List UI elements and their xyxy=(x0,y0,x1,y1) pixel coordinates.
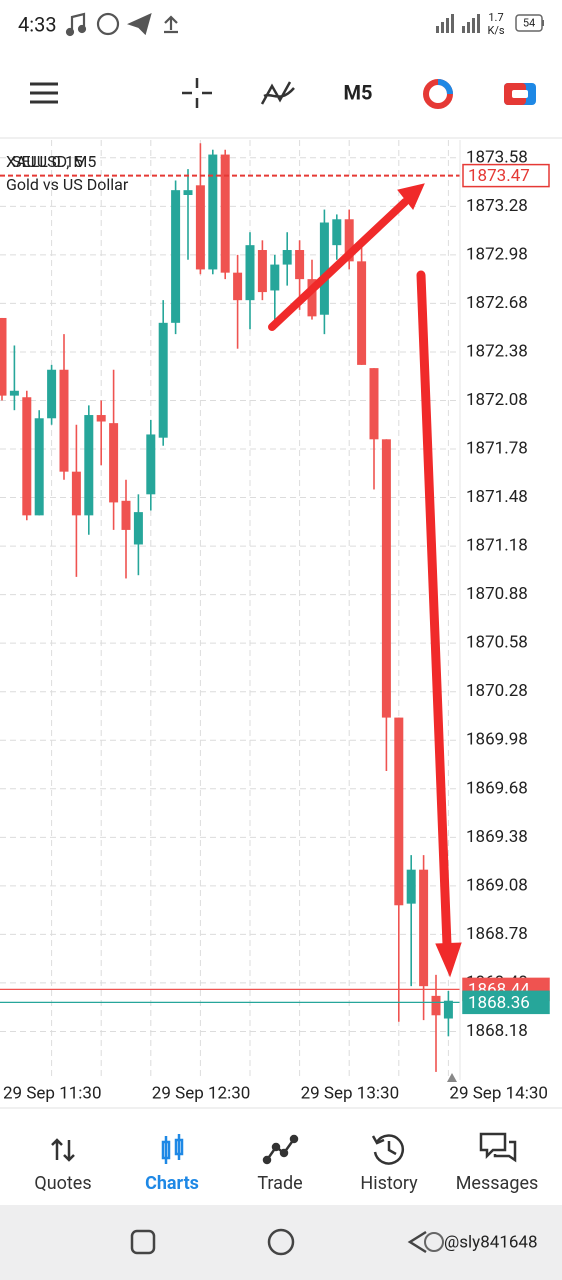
y-tick-label: 1869.98 xyxy=(466,730,528,750)
candle-body xyxy=(357,261,367,365)
chart-symbol: XAUUSD, M5 xyxy=(6,152,96,171)
net-speed-unit: K/s xyxy=(487,24,504,37)
y-tick-label: 1868.78 xyxy=(466,924,528,944)
candle-body xyxy=(419,869,429,987)
candle-body xyxy=(121,500,131,530)
candle-body xyxy=(183,190,193,196)
price-label-box xyxy=(462,163,550,188)
candle-body xyxy=(109,423,119,503)
candle-body xyxy=(381,439,391,718)
y-tick-label: 1872.68 xyxy=(466,293,528,313)
candle-body xyxy=(282,250,292,265)
candle-body xyxy=(171,190,181,323)
candle-body xyxy=(84,415,94,516)
price-label: 1873.47 xyxy=(468,166,530,186)
candle-body xyxy=(71,471,81,516)
menu-button[interactable] xyxy=(30,82,58,104)
candle-body xyxy=(96,415,106,422)
nav-icons xyxy=(51,1132,517,1165)
chart-description: Gold vs US Dollar xyxy=(6,175,129,194)
y-tick-label: 1870.88 xyxy=(466,584,528,604)
nav-item[interactable]: History xyxy=(360,1173,418,1194)
nav-item[interactable]: Charts xyxy=(145,1173,199,1194)
candle-body xyxy=(257,250,267,293)
y-tick-label: 1873.58 xyxy=(466,147,528,167)
y-tick-label: 1872.08 xyxy=(466,390,528,410)
crosshair-button[interactable] xyxy=(182,78,212,108)
x-tick-label: 29 Sep 14:30 xyxy=(449,1083,548,1103)
candle-body xyxy=(233,272,243,301)
candle-body xyxy=(406,869,416,904)
annotation-arrows xyxy=(268,183,462,978)
candle-body xyxy=(270,264,280,291)
watermark: @sly841648 xyxy=(444,1232,538,1252)
y-tick-label: 1871.78 xyxy=(466,439,528,459)
candle-body xyxy=(307,279,317,317)
price-label: 1868.36 xyxy=(468,993,530,1013)
back-button[interactable] xyxy=(407,1230,427,1254)
candle-body xyxy=(22,397,32,516)
candle-body xyxy=(34,418,44,516)
nav-item[interactable]: Messages xyxy=(456,1173,539,1194)
candle-body xyxy=(146,434,156,495)
system-nav xyxy=(0,1205,562,1280)
x-tick-label: 29 Sep 11:30 xyxy=(3,1083,102,1103)
status-icons xyxy=(65,12,178,37)
y-tick-label: 1871.18 xyxy=(466,536,528,556)
y-tick-label: 1870.28 xyxy=(466,681,528,701)
clock: 4:33 xyxy=(18,12,57,36)
battery-level: 54 xyxy=(523,16,535,29)
chart-order: SELL 0.15 xyxy=(12,152,83,171)
recents-button[interactable] xyxy=(130,1229,156,1255)
home-button[interactable] xyxy=(267,1228,295,1256)
watermark-logo xyxy=(424,1232,444,1252)
y-tick-label: 1869.08 xyxy=(466,875,528,895)
candle-body xyxy=(158,322,168,438)
y-tick-label: 1869.68 xyxy=(466,778,528,798)
bottom-nav: Quotes Charts Trade History Messages xyxy=(34,1173,538,1194)
candle-body xyxy=(195,185,205,270)
status-bar: 4:33 1.7 K/s 54 xyxy=(18,11,544,37)
plot: 1873.58 1873.28 1872.98 1872.68 1872.38 1872.… xyxy=(0,140,550,1103)
battery-tip xyxy=(542,20,544,26)
y-tick-label: 1870.58 xyxy=(466,633,528,653)
candle-body xyxy=(9,390,19,396)
price-label-box xyxy=(462,990,550,1015)
candle-body xyxy=(443,1000,453,1019)
x-tick-label: 29 Sep 12:30 xyxy=(152,1083,251,1103)
net-speed: 1.7 xyxy=(488,11,503,24)
candle-body xyxy=(295,250,305,280)
indicators-button[interactable] xyxy=(260,81,295,105)
y-tick-label: 1872.98 xyxy=(466,244,528,264)
shift-marker xyxy=(447,1073,457,1082)
candle-body xyxy=(0,317,7,396)
candle-body xyxy=(220,154,230,273)
signal-icons xyxy=(436,14,480,33)
color-button[interactable] xyxy=(423,79,453,109)
y-tick-label: 1871.48 xyxy=(466,487,528,507)
candle-body xyxy=(47,369,57,419)
candle-body xyxy=(319,222,329,315)
trade-button[interactable] xyxy=(504,83,536,105)
toolbar: M5 xyxy=(30,78,536,109)
y-tick-label: 1873.28 xyxy=(466,196,528,216)
candle-body xyxy=(369,368,379,440)
candle-body xyxy=(208,154,218,270)
x-tick-label: 29 Sep 13:30 xyxy=(301,1083,400,1103)
candle-body xyxy=(344,219,354,262)
candle-body xyxy=(431,995,441,1016)
y-tick-label: 1868.18 xyxy=(466,1021,528,1041)
candle-body xyxy=(59,369,69,472)
candle-body xyxy=(245,245,255,301)
nav-item[interactable]: Quotes xyxy=(34,1173,91,1194)
candle-body xyxy=(332,219,342,246)
y-tick-label: 1872.38 xyxy=(466,341,528,361)
timeframe-button[interactable]: M5 xyxy=(344,80,373,104)
nav-item[interactable]: Trade xyxy=(257,1173,302,1194)
y-tick-label: 1869.38 xyxy=(466,827,528,847)
candle-body xyxy=(394,717,404,906)
candle-body xyxy=(133,512,143,545)
